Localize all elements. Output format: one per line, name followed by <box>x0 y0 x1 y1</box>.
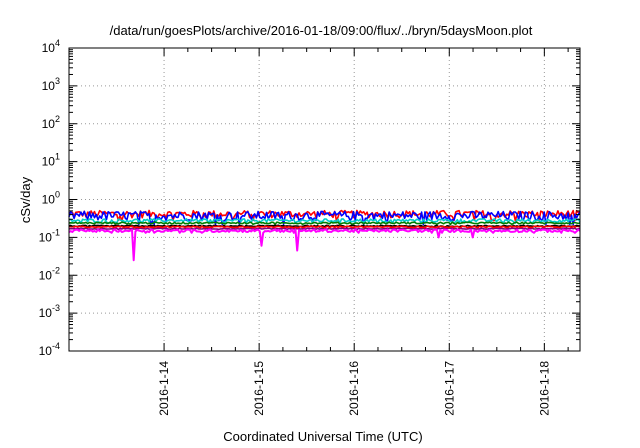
chart-title: /data/run/goesPlots/archive/2016-01-18/0… <box>110 23 533 38</box>
y-tick-label: 10-1 <box>39 227 60 244</box>
y-tick-label: 10-3 <box>39 303 60 320</box>
series-line <box>68 228 581 262</box>
x-axis: 2016-1-14 2016-1-15 2016-1-16 2016-1-17 2016… <box>157 48 569 416</box>
y-tick-label: 100 <box>42 190 60 207</box>
x-axis-label: Coordinated Universal Time (UTC) <box>223 429 422 444</box>
y-tick-label: 102 <box>42 114 60 131</box>
series-line <box>68 221 581 226</box>
y-tick-label: 104 <box>42 38 60 55</box>
y-tick-label: 101 <box>42 152 60 169</box>
series-line <box>68 225 581 229</box>
x-tick-label: 2016-1-16 <box>347 361 361 416</box>
x-tick-label: 2016-1-18 <box>537 361 551 416</box>
y-tick-label: 10-2 <box>39 265 60 282</box>
series-line <box>68 218 581 224</box>
grid <box>69 48 580 351</box>
x-tick-label: 2016-1-15 <box>252 361 266 416</box>
x-tick-label: 2016-1-14 <box>157 361 171 416</box>
series-group <box>68 209 581 262</box>
y-axis: 10-4 10-3 10-2 10-1 100 101 102 103 104 <box>39 38 580 358</box>
y-tick-label: 103 <box>42 76 60 93</box>
y-axis-label: cSv/day <box>18 176 33 223</box>
series-line <box>68 224 581 228</box>
y-tick-label: 10-4 <box>39 341 60 358</box>
series-line <box>68 210 581 226</box>
x-tick-label: 2016-1-17 <box>442 361 456 416</box>
